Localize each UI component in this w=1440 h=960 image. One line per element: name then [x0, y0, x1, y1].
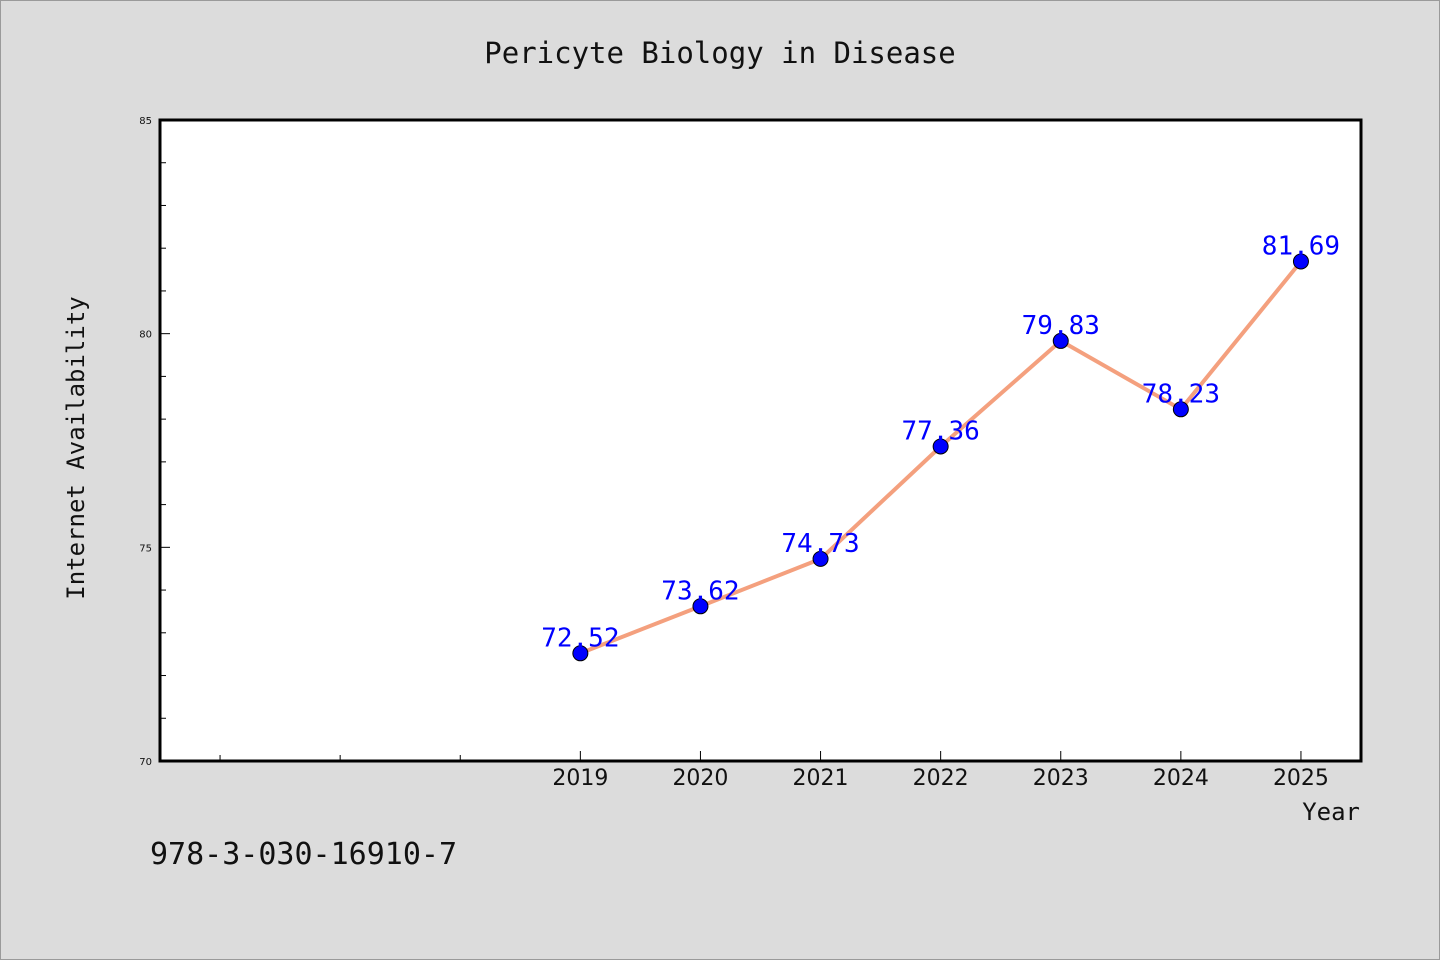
y-tick-label: 75 [139, 543, 152, 554]
data-point [932, 438, 949, 455]
data-point [1292, 253, 1309, 270]
data-point [1052, 332, 1069, 349]
y-tick-label: 80 [139, 330, 152, 341]
x-axis: 2019 2020 2021 2022 2023 2024 2025 [219, 751, 1329, 791]
y-axis-label: Internet Availability [62, 296, 90, 599]
y-tick-label: 85 [139, 116, 152, 127]
data-labels: 72.52 73.62 74.73 77.36 79.83 78.23 81.69 [541, 231, 1340, 653]
data-label: 74.73 [781, 529, 859, 559]
footer-isbn: 978-3-030-16910-7 [150, 837, 457, 872]
x-tick-label: 2022 [913, 766, 969, 791]
data-label: 78.23 [1142, 379, 1220, 409]
x-tick-label: 2023 [1033, 766, 1089, 791]
data-label: 77.36 [902, 416, 980, 446]
plot-area [160, 120, 1361, 761]
data-label: 72.52 [541, 623, 619, 653]
x-tick-label: 2025 [1273, 766, 1329, 791]
plot-border [158, 118, 1363, 763]
data-label: 81.69 [1262, 231, 1340, 261]
chart-title: Pericyte Biology in Disease [484, 36, 955, 70]
data-label: 73.62 [661, 576, 739, 606]
data-point [812, 550, 829, 567]
x-tick-label: 2021 [793, 766, 849, 791]
data-point [692, 598, 709, 615]
x-tick-label: 2024 [1153, 766, 1209, 791]
y-tick-label: 70 [139, 757, 152, 768]
x-axis-label: Year [1302, 798, 1360, 826]
data-point [1172, 401, 1189, 418]
data-markers [572, 253, 1309, 662]
x-tick-label: 2020 [672, 766, 728, 791]
x-tick-label: 2019 [552, 766, 608, 791]
data-label: 79.83 [1022, 311, 1100, 341]
data-point [572, 645, 589, 662]
